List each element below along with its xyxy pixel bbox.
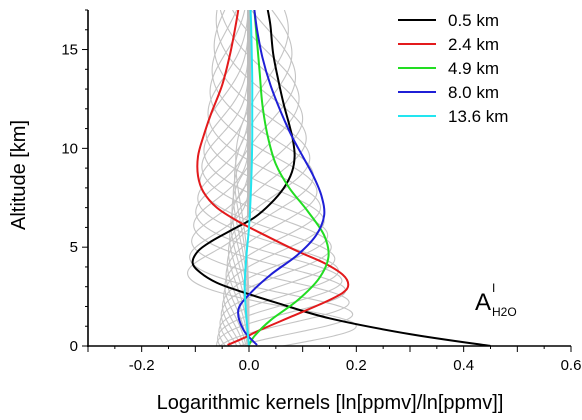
- x-tick-label: 0.6: [561, 357, 582, 374]
- x-axis-title: Logarithmic kernels [ln[ppmv]/ln[ppmv]]: [157, 392, 504, 414]
- kernel-series-lines: [191, 10, 491, 346]
- background-kernel-line: [231, 10, 300, 346]
- annotation-subscript: H2O: [492, 305, 517, 319]
- x-tick-label: 0.2: [346, 357, 367, 374]
- annotation-superscript: I: [492, 281, 495, 295]
- x-tick-label: 0.0: [239, 357, 260, 374]
- x-tick-label: 0.4: [453, 357, 474, 374]
- kernel-annotation: A I H2O: [475, 281, 517, 319]
- background-kernel-line: [215, 10, 307, 346]
- series-line-2: [248, 10, 330, 346]
- tick-labels: -0.2 0.0 0.2 0.4 0.6 0 5 10 15: [61, 42, 581, 374]
- legend-label-0: 0.5 km: [448, 11, 499, 30]
- legend-label-3: 8.0 km: [448, 83, 499, 102]
- y-tick-label: 10: [61, 140, 78, 157]
- legend-label-4: 13.6 km: [448, 107, 508, 126]
- legend-label-1: 2.4 km: [448, 35, 499, 54]
- y-tick-label: 0: [70, 338, 78, 355]
- background-kernel-line: [211, 10, 314, 346]
- axes: [82, 9, 572, 352]
- annotation-main: A: [475, 289, 491, 316]
- series-line-0: [191, 10, 491, 346]
- y-axis-title: Altitude [km]: [8, 120, 30, 230]
- y-tick-label: 5: [70, 239, 78, 256]
- series-line-4: [243, 10, 254, 346]
- y-tick-label: 15: [61, 42, 78, 59]
- series-line-1: [196, 10, 350, 346]
- high-altitude-kernel-band: [247, 10, 251, 218]
- legend: 0.5 km 2.4 km 4.9 km 8.0 km 13.6 km: [398, 11, 508, 126]
- legend-label-2: 4.9 km: [448, 59, 499, 78]
- x-tick-label: -0.2: [129, 357, 155, 374]
